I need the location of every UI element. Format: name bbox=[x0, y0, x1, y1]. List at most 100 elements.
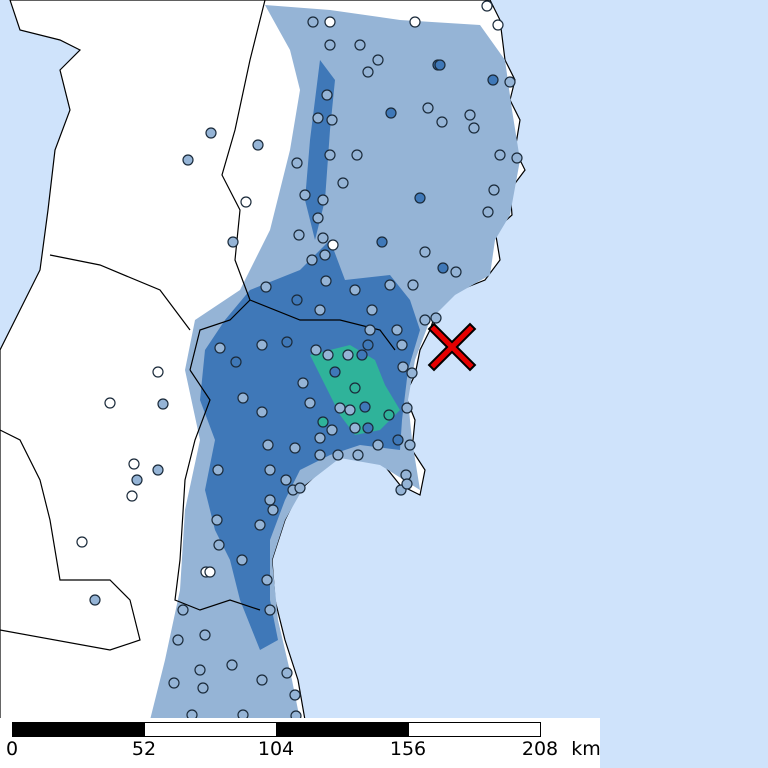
scale-segment bbox=[408, 722, 541, 737]
station-marker bbox=[89, 594, 101, 606]
scale-label: 156 bbox=[389, 738, 427, 760]
station-marker bbox=[329, 366, 341, 378]
station-marker bbox=[310, 344, 322, 356]
prefecture-boundaries bbox=[0, 0, 396, 651]
scale-label: 0 bbox=[5, 738, 19, 760]
station-marker bbox=[364, 324, 376, 336]
station-marker bbox=[281, 336, 293, 348]
station-marker bbox=[293, 229, 305, 241]
station-marker bbox=[492, 19, 504, 31]
station-marker bbox=[406, 367, 418, 379]
station-marker bbox=[383, 409, 395, 421]
station-marker bbox=[230, 356, 242, 368]
station-marker bbox=[352, 449, 364, 461]
station-marker bbox=[168, 677, 180, 689]
station-marker bbox=[464, 109, 476, 121]
station-marker bbox=[409, 16, 421, 28]
station-marker bbox=[299, 189, 311, 201]
station-marker bbox=[376, 236, 388, 248]
station-marker bbox=[205, 127, 217, 139]
station-marker bbox=[261, 574, 273, 586]
station-marker bbox=[291, 157, 303, 169]
station-marker bbox=[317, 232, 329, 244]
scale-segment bbox=[276, 722, 409, 737]
station-marker bbox=[312, 212, 324, 224]
station-marker bbox=[226, 659, 238, 671]
station-marker bbox=[349, 422, 361, 434]
station-marker bbox=[104, 397, 116, 409]
station-marker bbox=[237, 392, 249, 404]
epicenter-marker bbox=[427, 322, 477, 372]
station-marker bbox=[254, 519, 266, 531]
station-marker bbox=[362, 422, 374, 434]
station-marker bbox=[236, 554, 248, 566]
station-marker bbox=[182, 154, 194, 166]
station-marker bbox=[342, 349, 354, 361]
station-marker bbox=[407, 279, 419, 291]
station-marker bbox=[324, 16, 336, 28]
station-marker bbox=[304, 397, 316, 409]
station-marker bbox=[319, 249, 331, 261]
station-marker bbox=[128, 458, 140, 470]
station-marker bbox=[337, 177, 349, 189]
station-marker bbox=[289, 442, 301, 454]
station-marker bbox=[349, 284, 361, 296]
station-marker bbox=[326, 424, 338, 436]
station-marker bbox=[280, 474, 292, 486]
scale-label: 208 bbox=[521, 738, 559, 760]
x-mark-icon bbox=[430, 325, 474, 369]
station-marker bbox=[126, 490, 138, 502]
station-marker bbox=[437, 262, 449, 274]
station-marker bbox=[262, 439, 274, 451]
station-marker bbox=[314, 432, 326, 444]
station-marker bbox=[419, 314, 431, 326]
station-marker bbox=[372, 439, 384, 451]
station-marker bbox=[384, 279, 396, 291]
station-marker bbox=[264, 494, 276, 506]
station-marker bbox=[324, 149, 336, 161]
station-marker bbox=[291, 294, 303, 306]
scale-bar: 0 52 104 156 208 km bbox=[0, 718, 601, 768]
station-marker bbox=[307, 16, 319, 28]
station-marker bbox=[401, 402, 413, 414]
station-marker bbox=[312, 112, 324, 124]
station-marker bbox=[240, 196, 252, 208]
station-marker bbox=[366, 304, 378, 316]
station-marker bbox=[392, 434, 404, 446]
station-marker bbox=[494, 149, 506, 161]
station-marker bbox=[306, 254, 318, 266]
station-marker bbox=[397, 361, 409, 373]
station-marker bbox=[322, 349, 334, 361]
station-marker bbox=[256, 674, 268, 686]
station-marker bbox=[294, 482, 306, 494]
station-marker bbox=[391, 324, 403, 336]
station-marker bbox=[76, 536, 88, 548]
station-marker bbox=[434, 59, 446, 71]
station-marker bbox=[488, 184, 500, 196]
station-marker bbox=[487, 74, 499, 86]
station-marker bbox=[177, 604, 189, 616]
station-marker bbox=[481, 0, 493, 12]
station-marker bbox=[430, 312, 442, 324]
station-marker bbox=[264, 604, 276, 616]
station-marker bbox=[511, 152, 523, 164]
station-marker bbox=[401, 478, 413, 490]
station-marker bbox=[354, 39, 366, 51]
station-marker bbox=[227, 236, 239, 248]
station-marker bbox=[404, 439, 416, 451]
station-marker bbox=[199, 629, 211, 641]
station-marker bbox=[334, 402, 346, 414]
station-marker bbox=[362, 66, 374, 78]
station-marker bbox=[344, 404, 356, 416]
station-marker bbox=[419, 246, 431, 258]
station-marker bbox=[324, 39, 336, 51]
intensity-area-mid-north bbox=[305, 60, 335, 240]
station-marker bbox=[212, 464, 224, 476]
station-marker bbox=[362, 339, 374, 351]
station-marker bbox=[359, 401, 371, 413]
station-marker bbox=[213, 539, 225, 551]
station-marker bbox=[281, 667, 293, 679]
station-marker bbox=[396, 339, 408, 351]
station-marker bbox=[504, 76, 516, 88]
